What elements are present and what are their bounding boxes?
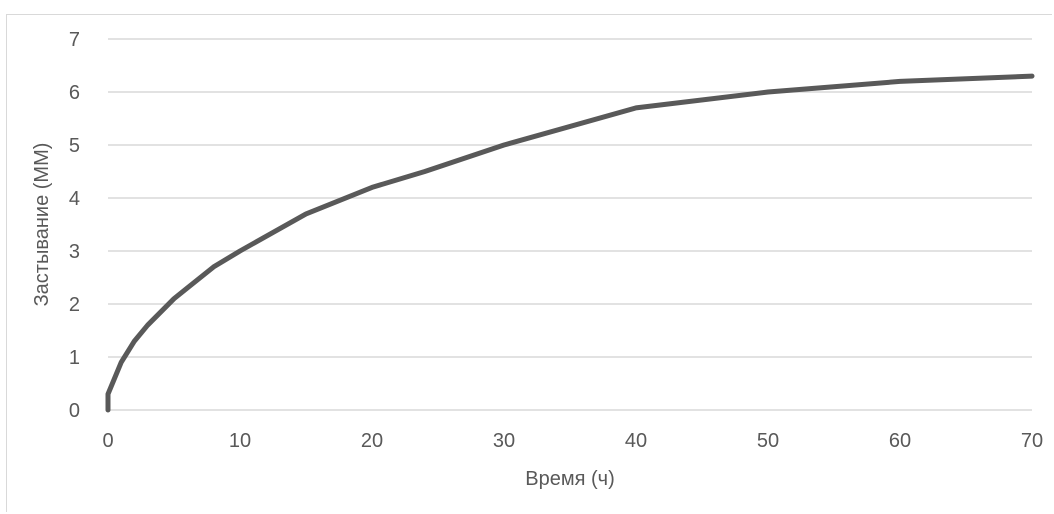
y-tick-label: 5 [69, 135, 80, 157]
series-line-0 [105, 73, 1035, 413]
y-tick-label: 3 [69, 241, 80, 263]
x-tick-label: 10 [229, 430, 251, 452]
x-tick-label: 30 [493, 430, 515, 452]
x-tick-label: 70 [1021, 430, 1043, 452]
y-tick-label: 2 [69, 294, 80, 316]
x-tick-label: 0 [102, 430, 113, 452]
y-tick-label: 0 [69, 400, 80, 422]
gridlines [108, 38, 1032, 411]
y-tick-label: 6 [69, 82, 80, 104]
x-axis-ticks: 0 10 20 30 40 50 60 70 [102, 430, 1043, 452]
y-axis-title: Застывание (ММ) [31, 143, 53, 307]
y-tick-label: 7 [69, 29, 80, 51]
x-tick-label: 50 [757, 430, 779, 452]
y-axis-ticks: 0 1 2 3 4 5 6 7 [69, 29, 80, 422]
y-tick-label: 1 [69, 347, 80, 369]
y-tick-label: 4 [69, 188, 80, 210]
x-tick-label: 40 [625, 430, 647, 452]
x-axis-title: Время (ч) [525, 468, 614, 490]
chart-frame [6, 14, 1052, 512]
series-layer [105, 73, 1035, 413]
x-tick-label: 60 [889, 430, 911, 452]
x-tick-label: 20 [361, 430, 383, 452]
